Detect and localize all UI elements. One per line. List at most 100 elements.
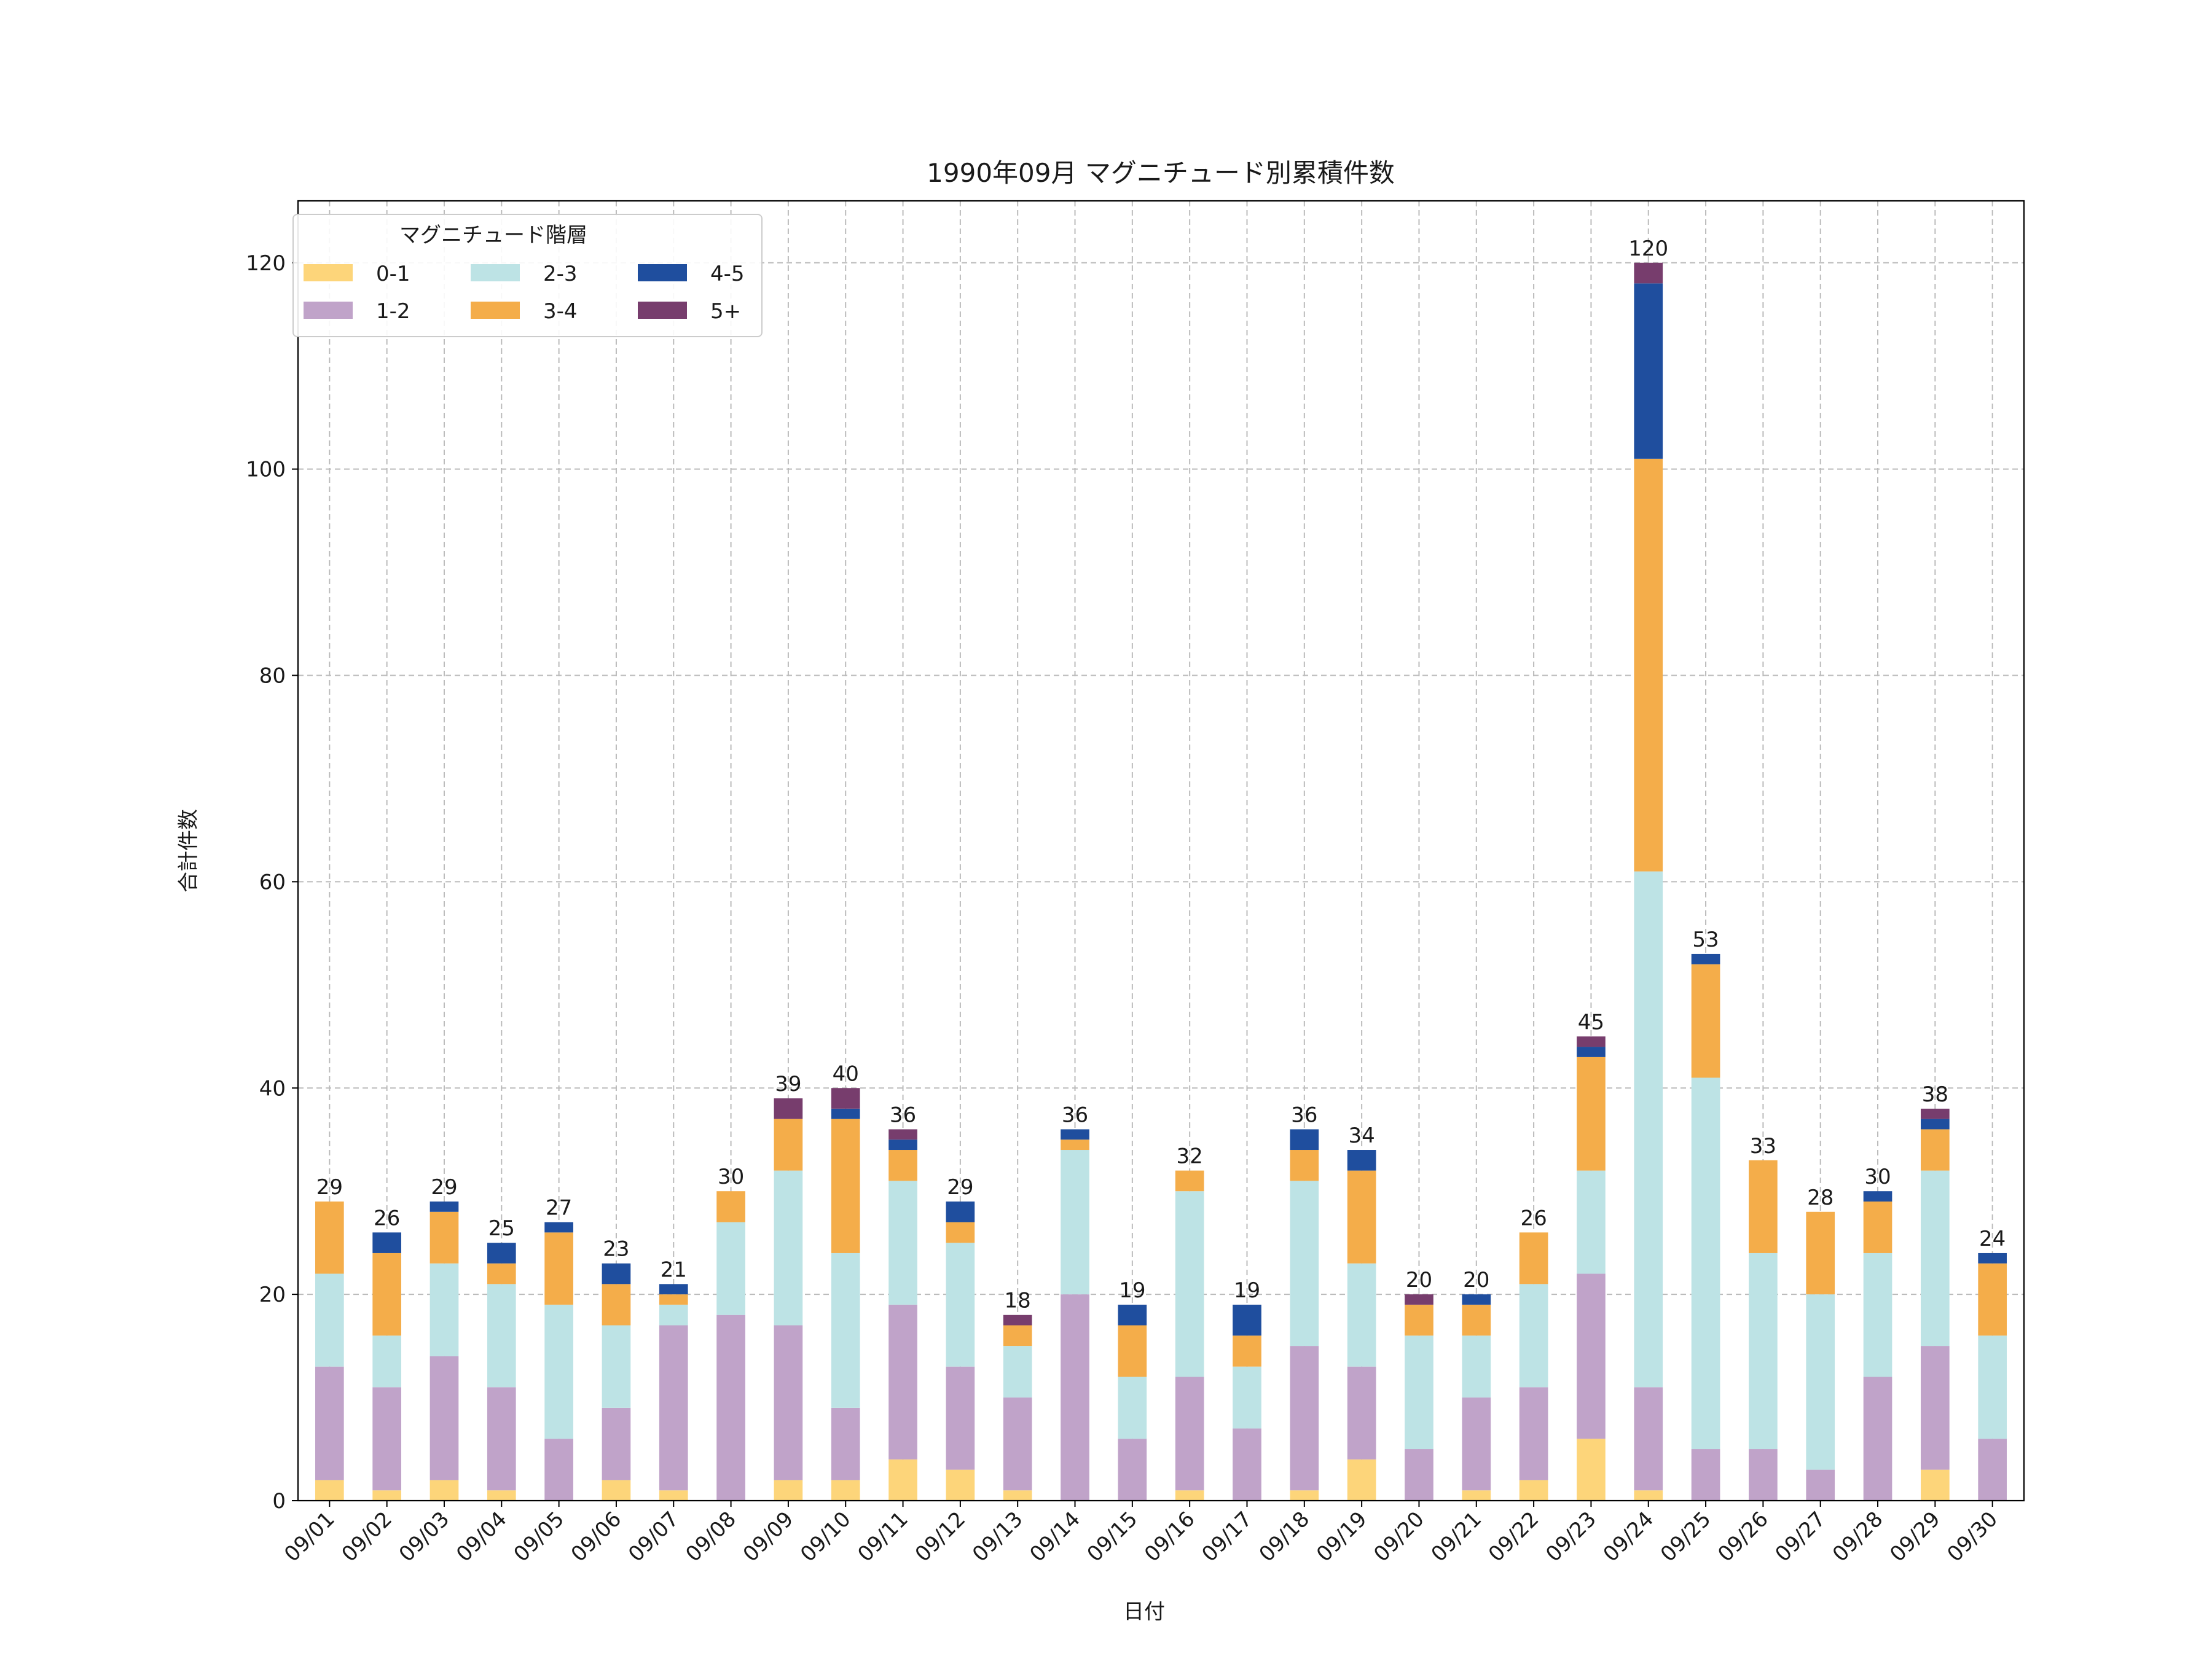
total-label: 32 (1177, 1144, 1203, 1169)
bar-segment-0-1 (888, 1459, 917, 1501)
bar-segment-2-3 (1806, 1294, 1835, 1470)
bar-segment-1-2 (1691, 1449, 1720, 1501)
bar-segment-3-4 (429, 1211, 459, 1264)
bar-segment-3-4 (1233, 1335, 1261, 1367)
y-axis: 0 20 40 60 80 100 120 (246, 251, 298, 1514)
bar-segment-3-4 (1347, 1170, 1376, 1264)
bar-segment-3-4 (1462, 1304, 1491, 1336)
bar-segment-1-2 (774, 1325, 803, 1480)
bar-segment-1-2 (544, 1439, 573, 1501)
total-label: 21 (661, 1257, 687, 1282)
total-label: 25 (488, 1216, 515, 1241)
bar-segment-3-4 (946, 1222, 975, 1243)
bar-segment-1-2 (946, 1366, 975, 1470)
bar-segment-3-4 (774, 1119, 803, 1171)
bar-segment-4-5 (831, 1108, 860, 1119)
bar-segment-0-1 (1462, 1490, 1491, 1501)
bar-segment-0-1 (1175, 1490, 1204, 1501)
total-label: 27 (546, 1196, 572, 1221)
bar-segment-2-3 (659, 1304, 688, 1326)
legend-label-5+: 5+ (710, 299, 741, 324)
bar-segment-0-1 (1003, 1490, 1032, 1501)
bar-segment-3-4 (1806, 1211, 1835, 1295)
bar-segment-4-5 (1691, 953, 1720, 964)
y-tick-label: 40 (259, 1076, 286, 1101)
bar-segment-4-5 (1462, 1294, 1491, 1305)
bar-segment-4-5 (1290, 1129, 1319, 1151)
bar-segment-1-2 (659, 1325, 688, 1491)
bar-segment-3-4 (1921, 1129, 1950, 1171)
bar-segment-4-5 (1118, 1304, 1147, 1326)
bar-segment-2-3 (315, 1273, 344, 1367)
legend-label-0-1: 0-1 (376, 262, 410, 286)
bar-segment-2-3 (1405, 1335, 1433, 1450)
bar-segment-2-3 (1749, 1253, 1778, 1450)
bar-segment-4-5 (1634, 283, 1663, 459)
total-label: 36 (1291, 1103, 1317, 1127)
bar-segment-3-4 (1749, 1160, 1778, 1253)
bar-segment-1-2 (1921, 1346, 1950, 1470)
total-label: 29 (431, 1175, 457, 1200)
legend-swatch-4-5 (638, 264, 687, 281)
bar-segment-1-2 (1061, 1294, 1089, 1501)
chart-title: 1990年09月 マグニチュード別累積件数 (927, 158, 1395, 188)
total-label: 20 (1406, 1268, 1432, 1292)
bar-segment-2-3 (1519, 1284, 1548, 1388)
bar-segment-5+ (1577, 1036, 1606, 1047)
bar-segment-1-2 (372, 1387, 401, 1491)
total-label: 33 (1750, 1134, 1776, 1159)
bar-segment-0-1 (372, 1490, 401, 1501)
bar-segment-2-3 (429, 1263, 459, 1356)
bar-segment-1-2 (831, 1407, 860, 1480)
total-label: 29 (947, 1175, 973, 1200)
y-tick-label: 100 (246, 458, 286, 482)
bar-segment-3-4 (487, 1263, 516, 1284)
bar-segment-4-5 (372, 1232, 401, 1253)
bar-segment-0-1 (1577, 1439, 1606, 1501)
bar-segment-5+ (1003, 1315, 1032, 1326)
x-axis-label: 日付 (1123, 1600, 1165, 1624)
bar-segment-2-3 (1118, 1377, 1147, 1439)
bar-segment-4-5 (1978, 1253, 2007, 1264)
total-label: 39 (775, 1072, 801, 1096)
total-label: 53 (1692, 928, 1719, 952)
bar-segment-2-3 (1863, 1253, 1892, 1377)
legend-swatch-5+ (638, 302, 687, 319)
bar-segment-3-4 (1519, 1232, 1548, 1284)
bar-segment-5+ (1634, 262, 1663, 284)
bar-segment-5+ (831, 1088, 860, 1109)
bar-segment-0-1 (1634, 1490, 1663, 1501)
bar-segment-2-3 (831, 1253, 860, 1408)
bar-segment-0-1 (429, 1480, 459, 1501)
total-label: 26 (1520, 1206, 1547, 1230)
bar-segment-1-2 (1405, 1449, 1433, 1501)
bar-segment-4-5 (1061, 1129, 1089, 1140)
bar-segment-1-2 (487, 1387, 516, 1491)
bar-segment-1-2 (1519, 1387, 1548, 1480)
bar-segment-2-3 (544, 1304, 573, 1439)
bar-segment-2-3 (1921, 1170, 1950, 1346)
bar-segment-3-4 (1634, 458, 1663, 872)
bar-segment-4-5 (1577, 1047, 1606, 1057)
total-label: 40 (833, 1061, 859, 1086)
bars (315, 262, 2007, 1501)
legend-label-3-4: 3-4 (543, 299, 578, 324)
bar-segment-1-2 (1978, 1439, 2007, 1501)
total-label: 36 (1062, 1103, 1088, 1127)
bar-segment-1-2 (1233, 1428, 1261, 1501)
bar-segment-2-3 (888, 1181, 917, 1305)
bar-segment-2-3 (372, 1335, 401, 1388)
total-label: 30 (718, 1165, 744, 1189)
bar-segment-1-2 (1634, 1387, 1663, 1491)
bar-segment-2-3 (1577, 1170, 1606, 1274)
bar-segment-3-4 (1003, 1325, 1032, 1346)
bar-segment-2-3 (602, 1325, 631, 1408)
legend: マグニチュード階層 0-1 1-2 2-3 3-4 4-5 5+ (292, 214, 763, 337)
bar-segment-2-3 (774, 1170, 803, 1326)
bar-segment-1-2 (315, 1366, 344, 1480)
total-label: 24 (1979, 1227, 2006, 1251)
bar-segment-3-4 (544, 1232, 573, 1305)
bar-segment-4-5 (888, 1139, 917, 1151)
bar-segment-4-5 (659, 1284, 688, 1295)
